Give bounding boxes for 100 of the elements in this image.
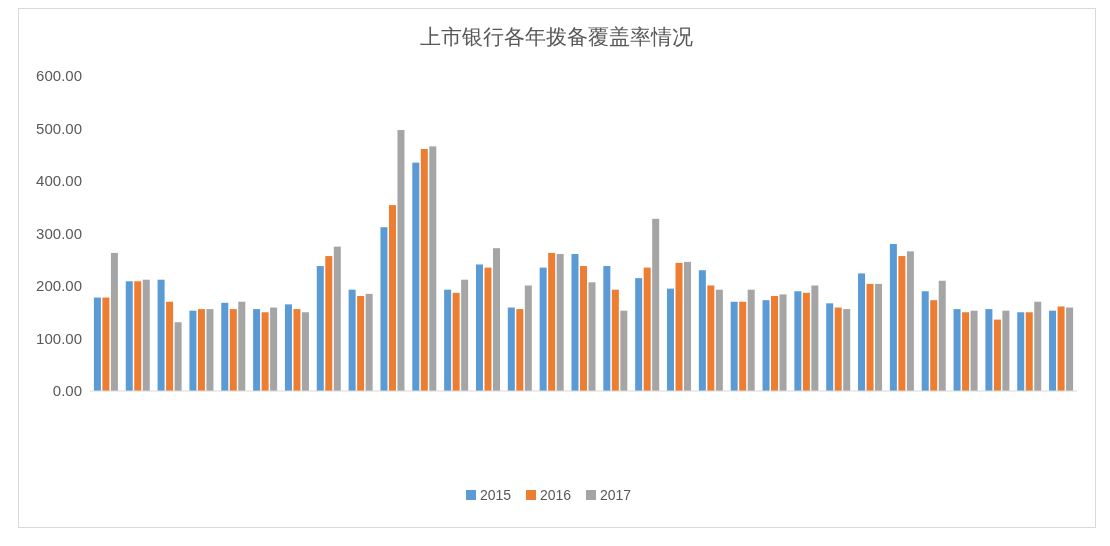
y-tick-label: 400.00 <box>36 172 82 189</box>
bar <box>524 285 532 391</box>
bar <box>1002 310 1010 391</box>
chart-title: 上市银行各年拨备覆盖率情况 <box>419 25 693 48</box>
bar <box>548 252 556 391</box>
bar <box>739 301 747 391</box>
y-tick-label: 300.00 <box>36 224 82 242</box>
bar <box>921 291 929 391</box>
y-tick-label: 500.00 <box>36 119 82 137</box>
bar <box>707 285 715 391</box>
bar <box>380 227 388 391</box>
bar <box>293 309 301 391</box>
bar <box>1025 312 1033 391</box>
bar <box>866 283 874 391</box>
bar <box>429 146 437 391</box>
bar <box>301 312 309 391</box>
bar <box>588 282 596 391</box>
bar <box>206 309 214 391</box>
bar <box>325 256 333 391</box>
bar <box>811 285 819 391</box>
bar <box>993 319 1001 391</box>
bar <box>970 310 978 391</box>
bar <box>397 130 405 391</box>
bar <box>134 281 142 391</box>
bar <box>492 248 500 391</box>
bar <box>284 304 292 391</box>
bar <box>620 310 628 391</box>
bar <box>157 279 165 391</box>
bar <box>889 244 897 391</box>
y-tick-label: 600.00 <box>36 67 82 84</box>
bar <box>794 291 802 391</box>
bar <box>1049 310 1057 391</box>
bar <box>110 252 118 391</box>
bar <box>365 293 373 391</box>
bar <box>197 309 205 391</box>
legend-label: 2015 <box>480 487 512 503</box>
bar <box>229 309 237 391</box>
bar <box>420 148 428 391</box>
bar <box>571 253 579 391</box>
bar <box>1066 307 1074 391</box>
bar <box>580 266 587 391</box>
bar <box>667 288 675 391</box>
bar <box>261 312 269 391</box>
bar <box>1017 312 1025 391</box>
bar <box>316 266 324 391</box>
legend-label: 2017 <box>600 487 632 503</box>
bar <box>412 162 420 391</box>
bar <box>962 312 970 391</box>
bar <box>843 309 851 391</box>
bar <box>715 289 723 391</box>
bar <box>348 289 356 391</box>
bar <box>142 279 150 391</box>
bar <box>507 307 515 391</box>
bar <box>930 300 938 391</box>
bar <box>762 300 770 391</box>
bar <box>357 295 365 391</box>
bar <box>1057 306 1065 391</box>
bar <box>898 256 906 391</box>
bar <box>238 301 246 391</box>
bar <box>652 218 660 391</box>
bar <box>643 267 651 391</box>
bar <box>684 261 692 391</box>
bar <box>270 307 278 391</box>
bar <box>802 292 810 391</box>
bar <box>834 307 842 391</box>
bar <box>611 289 619 391</box>
bar <box>747 289 755 391</box>
bar <box>475 264 483 391</box>
bar <box>635 278 643 391</box>
bar <box>452 292 460 391</box>
bar <box>730 301 738 391</box>
bar <box>953 309 961 391</box>
bar <box>938 280 946 391</box>
bar <box>221 302 229 391</box>
bar <box>826 303 834 391</box>
bar <box>906 251 914 391</box>
bar <box>985 309 993 391</box>
bar <box>484 267 492 391</box>
bar <box>603 266 611 391</box>
legend-label: 2016 <box>540 487 572 503</box>
y-tick-label: 100.00 <box>36 329 82 347</box>
bar <box>875 283 883 391</box>
bar <box>461 279 469 391</box>
bar <box>333 246 341 391</box>
bar <box>253 309 261 391</box>
bar <box>102 297 110 391</box>
bar <box>771 295 779 391</box>
bar <box>93 297 101 391</box>
bar <box>1034 301 1042 391</box>
bar <box>189 310 197 391</box>
bar <box>779 294 787 391</box>
bar <box>516 309 524 391</box>
bar <box>166 301 174 391</box>
bar <box>125 281 133 391</box>
bar <box>698 270 706 391</box>
bar <box>858 273 866 391</box>
y-tick-label: 200.00 <box>36 277 82 294</box>
bar <box>539 267 547 391</box>
bar <box>444 289 452 391</box>
bar <box>174 322 182 391</box>
